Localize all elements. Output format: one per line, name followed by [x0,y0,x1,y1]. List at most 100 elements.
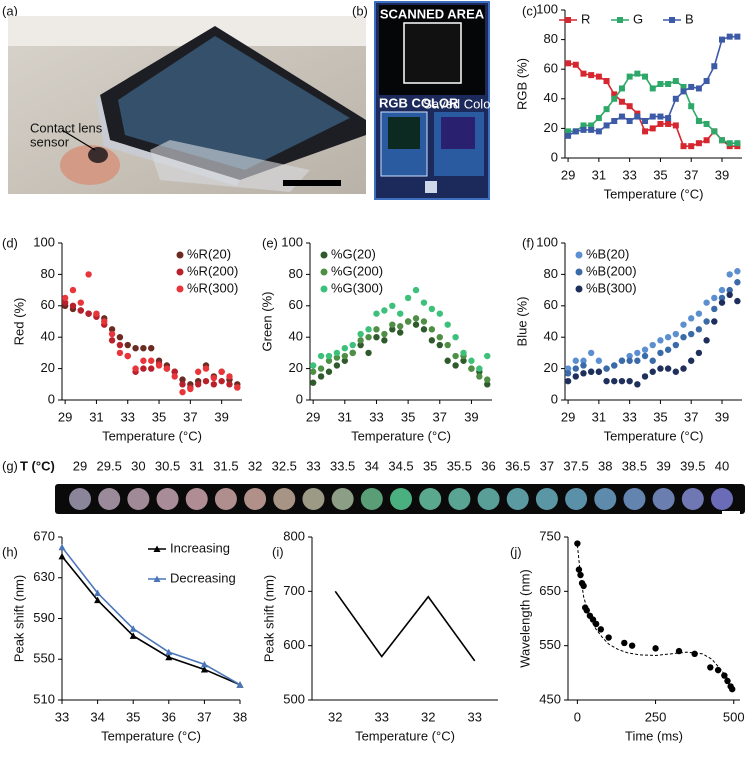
marker [726,271,733,278]
legend-marker [176,285,184,293]
swatch [419,488,442,510]
x-tick-label: 29 [58,409,72,424]
marker [672,368,680,375]
marker [373,334,380,341]
marker [428,337,436,344]
marker [397,329,404,336]
contact-lens [88,147,108,163]
x-tick-label: 38 [233,709,247,724]
annotation: sensor [30,134,70,149]
marker [714,666,722,674]
marker [572,365,579,372]
x-tick-label: 31 [89,409,103,424]
legend-marker [669,17,675,23]
y-tick-label: 0 [296,391,303,406]
marker [389,326,396,333]
y-axis-label: Peak shift (nm) [11,575,26,662]
arrow [61,129,96,151]
marker [718,137,725,144]
marker [603,377,610,385]
marker [200,660,208,668]
marker [707,664,714,671]
swatch [331,488,354,510]
marker [728,685,736,693]
legend-marker [153,575,161,582]
swatch [244,488,267,510]
marker [200,665,208,673]
marker [468,365,475,372]
marker [444,321,451,328]
marker [412,286,420,294]
swatch [477,488,500,510]
annotation: Contact lens [30,120,103,135]
app-panel: (b) SCANNED AREA RGB COLOR Saved Color [352,1,495,200]
marker [202,365,210,372]
data-line [334,590,476,662]
marker [721,672,728,679]
marker [695,118,702,124]
marker [734,297,741,305]
marker [564,377,572,385]
photo-wall [8,16,366,46]
marker [108,330,116,338]
marker [317,365,325,372]
marker [460,349,467,357]
y-tick-label: 40 [41,329,55,344]
x-tick-label: 29 [306,409,320,424]
marker [595,368,603,375]
legend-marker [176,251,184,259]
marker [165,653,173,661]
marker [703,120,710,127]
marker [703,299,710,306]
marker [603,106,610,113]
swatch-label: 37 [540,458,554,473]
x-tick-label: 36 [162,709,176,724]
y-tick-label: 100 [536,234,558,249]
x-tick-label: 37 [197,709,211,724]
swatch [535,488,558,510]
marker [734,279,741,286]
marker [657,113,664,120]
marker [688,103,695,110]
marker [357,341,364,349]
y-axis-label: Peak shift (nm) [261,575,276,662]
y-tick-label: 60 [289,297,303,312]
marker [436,310,443,317]
marker [428,305,436,313]
y-tick-label: 20 [544,120,558,135]
swatch [127,488,150,510]
marker [580,126,587,133]
y-tick-label: 100 [281,234,303,249]
panel-label: (f) [522,235,534,250]
marker [592,620,600,628]
x-tick-label: 250 [645,709,667,724]
marker [108,337,116,344]
legend-label: %B(20) [586,246,629,261]
marker [69,286,77,294]
marker [381,307,388,314]
marker [664,346,672,353]
y-tick-label: 60 [544,61,558,76]
marker [163,365,171,372]
marker [611,362,618,369]
marker [210,374,218,382]
marker [703,337,710,344]
marker [680,88,687,95]
y-axis-label: Blue (%) [514,297,529,347]
marker [132,344,139,352]
x-tick-label: 33 [622,409,636,424]
marker [711,128,718,135]
marker [226,373,233,380]
marker [649,357,656,364]
marker [642,128,649,135]
panel-label: (h) [2,544,18,559]
x-tick-label: 39 [464,409,478,424]
y-tick-label: 650 [539,583,561,598]
marker [703,318,710,325]
color-sample [388,117,420,149]
marker [634,381,641,388]
marker [420,299,428,306]
x-tick-label: 0 [574,709,581,724]
swatch [565,488,588,510]
